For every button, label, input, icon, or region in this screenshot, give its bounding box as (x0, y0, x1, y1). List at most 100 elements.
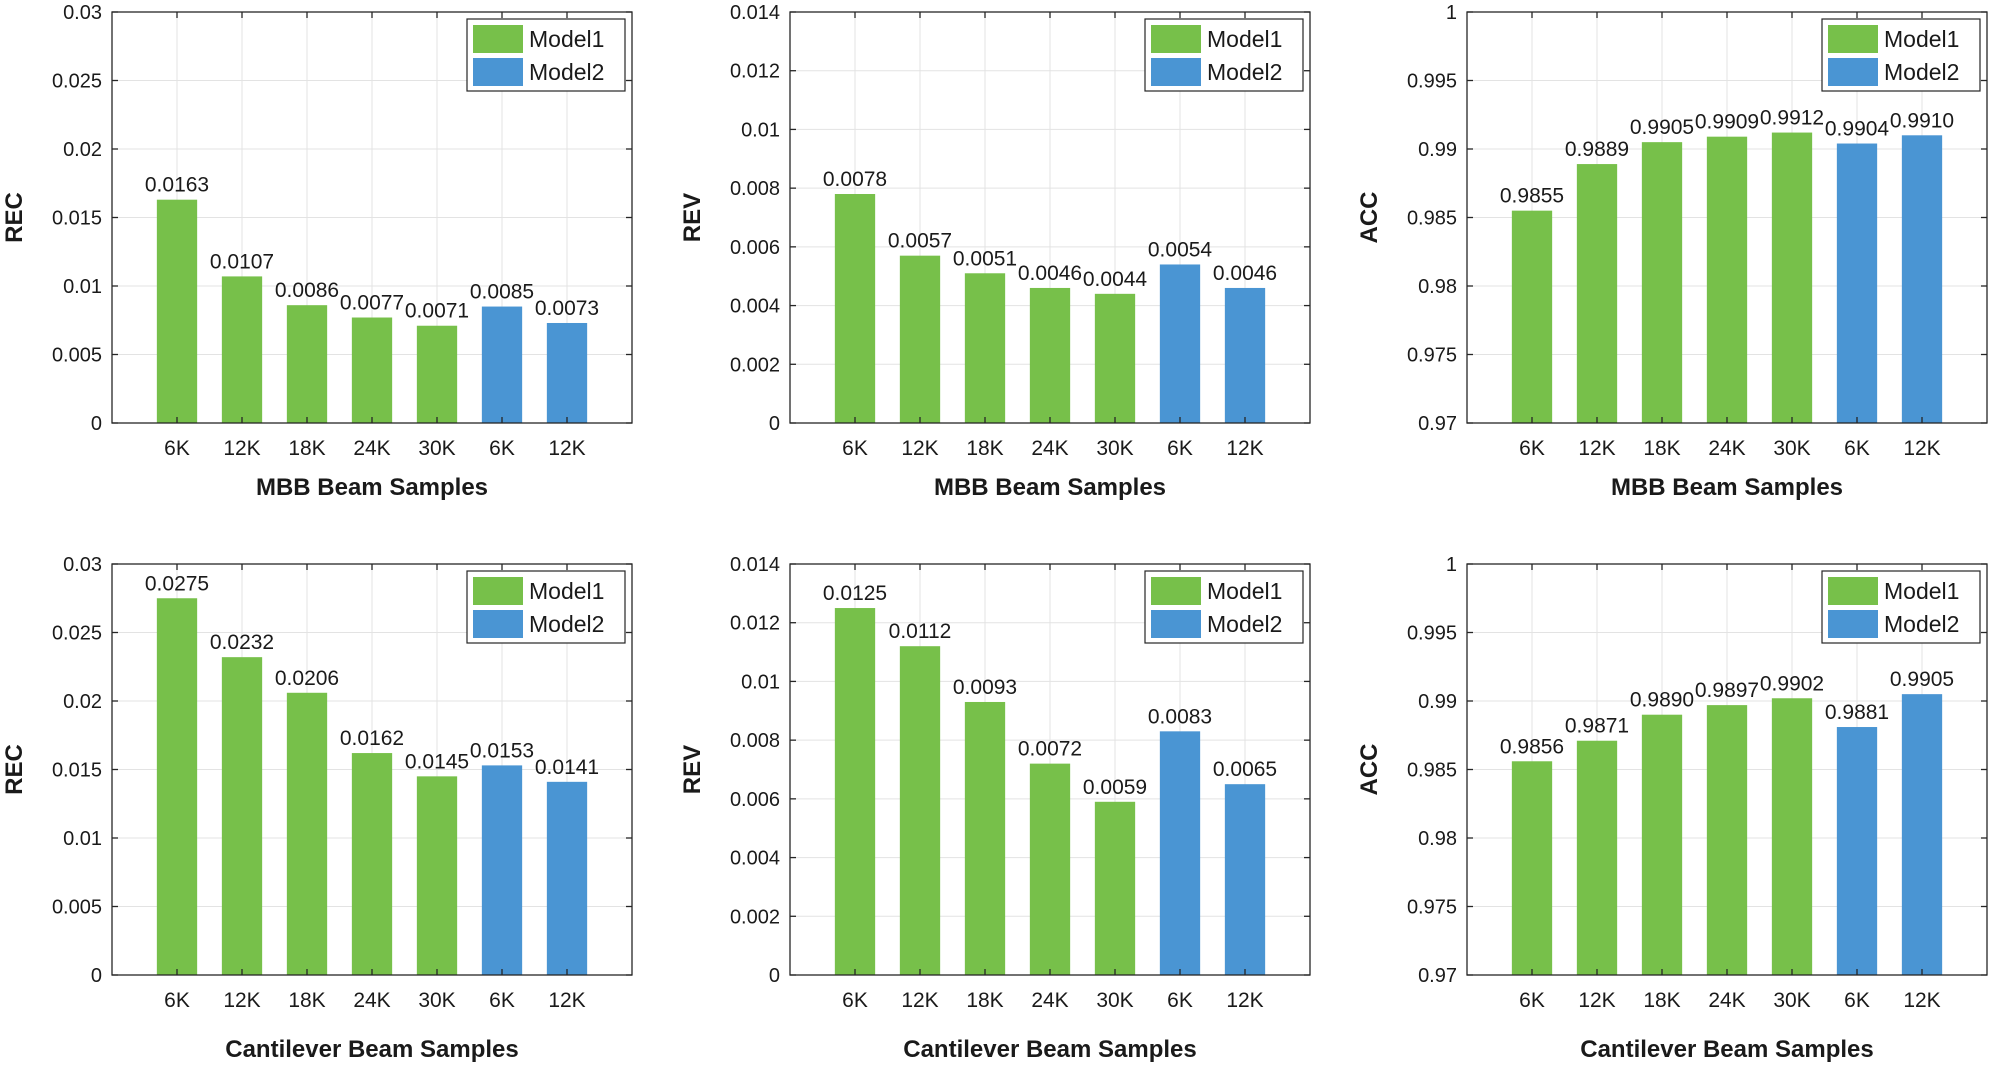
y-tick-label: 0.995 (1407, 71, 1457, 93)
legend-swatch-model1 (473, 25, 523, 53)
x-tick-label: 24K (1031, 989, 1068, 1012)
data-label: 0.0046 (1213, 262, 1277, 285)
x-tick-label: 6K (842, 437, 868, 460)
y-tick-label: 0.005 (52, 897, 102, 919)
data-label: 0.0078 (823, 168, 887, 191)
bar-model2 (1159, 264, 1201, 423)
legend-swatch-model1 (1828, 577, 1878, 605)
y-tick-label: 0.01 (63, 828, 102, 850)
data-label: 0.0044 (1083, 268, 1148, 291)
x-tick-label: 6K (1844, 437, 1870, 460)
bar-model1 (221, 657, 263, 975)
legend-swatch-model2 (1151, 610, 1201, 638)
legend-label-model2: Model2 (1207, 611, 1282, 637)
legend-label-model1: Model1 (1884, 26, 1959, 52)
bar-model1 (1511, 210, 1553, 423)
data-label: 0.0153 (470, 739, 534, 762)
y-tick-label: 0 (769, 965, 780, 987)
y-tick-label: 0.995 (1407, 623, 1457, 645)
x-tick-label: 12K (901, 437, 938, 460)
y-tick-label: 0.02 (63, 139, 102, 161)
y-tick-label: 0.97 (1418, 965, 1457, 987)
x-tick-label: 6K (1167, 989, 1193, 1012)
data-label: 0.9890 (1630, 689, 1694, 712)
bar-model2 (481, 765, 523, 975)
data-label: 0.0163 (145, 174, 209, 197)
y-tick-label: 0.02 (63, 691, 102, 713)
bar-model1 (1641, 142, 1683, 423)
bar-model1 (416, 325, 458, 423)
y-tick-label: 0.99 (1418, 139, 1457, 161)
y-tick-label: 0.002 (730, 906, 780, 928)
x-tick-label: 18K (1643, 437, 1680, 460)
x-tick-label: 30K (1096, 989, 1133, 1012)
x-tick-label: 24K (1031, 437, 1068, 460)
bar-model2 (1224, 784, 1266, 975)
x-tick-label: 30K (1773, 437, 1810, 460)
legend-label-model1: Model1 (529, 578, 604, 604)
data-label: 0.0071 (405, 300, 469, 323)
bar-model1 (351, 753, 393, 975)
x-tick-label: 6K (489, 437, 515, 460)
bar-model1 (1576, 164, 1618, 423)
data-label: 0.9912 (1760, 107, 1824, 130)
x-tick-label: 30K (418, 989, 455, 1012)
data-label: 0.0145 (405, 750, 469, 773)
bar-model1 (416, 776, 458, 975)
bar-model1 (221, 276, 263, 423)
y-tick-label: 0.006 (730, 789, 780, 811)
legend-label-model1: Model1 (1884, 578, 1959, 604)
data-label: 0.0073 (535, 297, 599, 320)
x-tick-label: 30K (1773, 989, 1810, 1012)
bar-model1 (1771, 132, 1813, 423)
data-label: 0.0057 (888, 230, 952, 253)
legend-label-model2: Model2 (529, 611, 604, 637)
bar-model1 (964, 701, 1006, 975)
y-tick-label: 0.01 (63, 276, 102, 298)
y-tick-label: 0.99 (1418, 691, 1457, 713)
data-label: 0.9881 (1825, 701, 1889, 724)
bar-model2 (1224, 287, 1266, 423)
bar-model2 (1836, 727, 1878, 975)
bar-model2 (546, 322, 588, 423)
bar-model1 (156, 598, 198, 975)
x-tick-label: 12K (548, 989, 585, 1012)
y-axis-label: ACC (1356, 744, 1383, 796)
y-tick-label: 1 (1446, 554, 1457, 576)
bar-model1 (1641, 714, 1683, 975)
bar-model1 (1576, 740, 1618, 975)
x-tick-label: 12K (1578, 437, 1615, 460)
bar-model2 (1901, 694, 1943, 975)
bar-model2 (481, 306, 523, 423)
data-label: 0.9910 (1890, 109, 1954, 132)
y-tick-label: 0 (91, 965, 102, 987)
y-tick-label: 0 (769, 413, 780, 435)
legend-swatch-model1 (1151, 577, 1201, 605)
bar-model1 (1094, 293, 1136, 423)
bar-model1 (286, 692, 328, 975)
data-label: 0.0086 (275, 279, 339, 302)
legend-label-model2: Model2 (1884, 611, 1959, 637)
x-tick-label: 12K (1903, 437, 1940, 460)
bar-model1 (1706, 136, 1748, 424)
legend-swatch-model1 (1151, 25, 1201, 53)
x-tick-label: 12K (901, 989, 938, 1012)
x-axis-label: MBB Beam Samples (256, 474, 488, 501)
data-label: 0.9909 (1695, 111, 1759, 134)
x-tick-label: 12K (1226, 989, 1263, 1012)
x-tick-label: 6K (164, 437, 190, 460)
y-tick-label: 0.012 (730, 61, 780, 83)
legend-label-model2: Model2 (529, 59, 604, 85)
x-axis-label: MBB Beam Samples (1611, 474, 1843, 501)
bar-model1 (351, 317, 393, 423)
y-tick-label: 0.01 (741, 671, 780, 693)
legend-swatch-model2 (1828, 58, 1878, 86)
data-label: 0.0072 (1018, 738, 1082, 761)
data-label: 0.9905 (1890, 668, 1954, 691)
x-tick-label: 24K (353, 989, 390, 1012)
y-tick-label: 0.98 (1418, 276, 1457, 298)
